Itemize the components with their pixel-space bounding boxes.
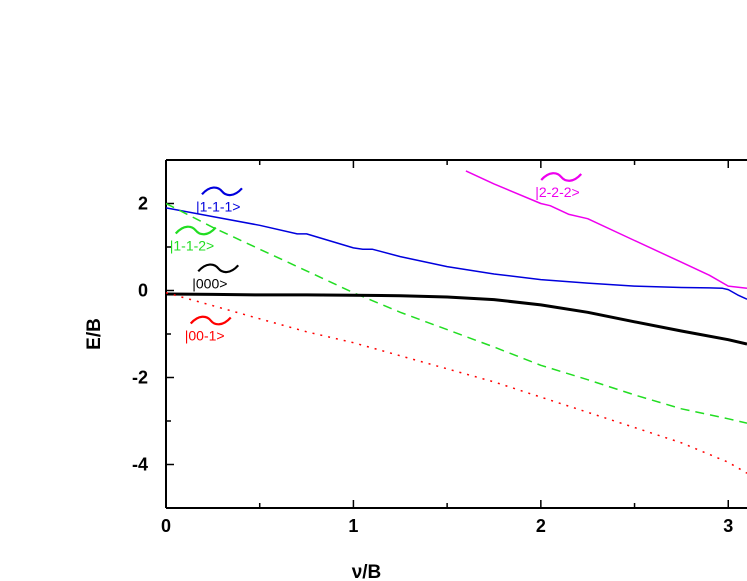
y-tick-label: 0 (138, 281, 148, 301)
y-tick-label: -2 (132, 368, 148, 388)
y-tick-label: 2 (138, 194, 148, 214)
x-tick-label: 0 (161, 516, 171, 536)
state-label: |000> (192, 275, 227, 291)
x-axis-title: ν/B (352, 562, 382, 581)
tilde-mark (197, 263, 240, 274)
axes: 0 1 2 3 -4 -2 0 2 (132, 159, 747, 536)
series-line-1 (166, 207, 747, 300)
series-line-3 (166, 292, 747, 346)
tilde-mark (540, 172, 583, 182)
series-layer (166, 170, 747, 474)
x-tick-label: 3 (723, 516, 733, 536)
series-line-4 (166, 291, 747, 474)
state-labels: |1-1-1> |1-1-2> |000> |00-1> |2-2-2> (170, 172, 583, 344)
series-line-5 (465, 170, 747, 290)
x-tick-label: 2 (536, 516, 546, 536)
state-label: |2-2-2> (535, 184, 580, 200)
x-tick-label: 1 (348, 516, 358, 536)
state-label: |1-1-2> (170, 237, 215, 253)
tilde-mark (189, 315, 232, 326)
state-label: |1-1-1> (196, 198, 241, 214)
y-tick-label: -4 (132, 455, 148, 475)
y-axis-title: E/B (84, 318, 105, 350)
series-line-2 (166, 202, 747, 424)
tilde-mark (201, 186, 243, 197)
state-label: |00-1> (185, 328, 225, 344)
tilde-mark (174, 225, 217, 236)
